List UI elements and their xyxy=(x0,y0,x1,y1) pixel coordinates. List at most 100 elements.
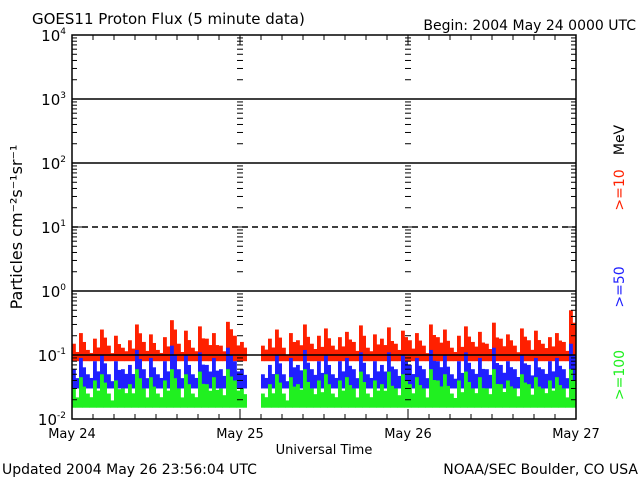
data-bar xyxy=(376,344,380,362)
units-label: MeV xyxy=(612,124,628,155)
data-bar xyxy=(534,357,538,389)
data-bar xyxy=(135,369,139,408)
data-bar xyxy=(229,329,233,362)
data-bar xyxy=(103,337,107,362)
data-bar xyxy=(492,369,496,408)
series-2 xyxy=(72,369,576,408)
data-bar xyxy=(457,380,461,408)
data-bar xyxy=(460,392,464,408)
data-bar xyxy=(110,381,114,389)
data-bar xyxy=(541,369,545,389)
updated-label: Updated 2004 May 26 23:56:04 UTC xyxy=(2,462,257,478)
series-0 xyxy=(72,310,576,362)
data-bar xyxy=(418,340,422,362)
data-bar xyxy=(565,350,569,362)
data-bar xyxy=(341,390,345,408)
data-bar xyxy=(369,377,373,389)
data-bar xyxy=(278,337,282,362)
data-bar xyxy=(296,364,300,389)
data-bar xyxy=(317,335,321,362)
data-bar xyxy=(240,341,244,362)
data-bar xyxy=(481,342,485,362)
data-bar xyxy=(145,397,149,408)
data-bar xyxy=(114,380,118,408)
data-bar xyxy=(492,347,496,389)
data-bar xyxy=(460,346,464,362)
data-bar xyxy=(121,388,125,408)
data-bar xyxy=(495,362,499,389)
data-bar xyxy=(506,361,510,389)
begin-label: Begin: 2004 May 24 0000 UTC xyxy=(423,18,636,34)
data-bar xyxy=(523,336,527,362)
data-bar xyxy=(478,377,482,408)
data-bar xyxy=(194,351,198,362)
data-bar xyxy=(492,322,496,362)
data-bar xyxy=(516,396,520,408)
data-bar xyxy=(187,384,191,408)
data-bar xyxy=(149,357,153,389)
data-bar xyxy=(429,324,433,362)
data-bar xyxy=(138,378,142,408)
data-bar xyxy=(117,369,121,389)
data-bar xyxy=(415,357,419,389)
data-bar xyxy=(369,397,373,408)
data-bar xyxy=(79,357,83,389)
data-bar xyxy=(439,367,443,389)
data-bar xyxy=(548,337,552,362)
data-bar xyxy=(401,374,405,408)
data-bar xyxy=(425,397,429,408)
data-bar xyxy=(506,334,510,362)
data-bar xyxy=(520,374,524,408)
data-bar xyxy=(306,336,310,362)
data-bar xyxy=(404,361,408,389)
y-tick-label: 10-2 xyxy=(38,411,66,429)
data-bar xyxy=(285,354,289,362)
data-bar xyxy=(313,394,317,408)
data-bar xyxy=(177,343,181,362)
data-bar xyxy=(387,371,391,408)
data-bar xyxy=(397,375,401,389)
data-bar xyxy=(261,393,265,408)
data-bar xyxy=(86,374,90,389)
data-bar xyxy=(513,388,517,408)
data-bar xyxy=(432,334,436,362)
data-bar xyxy=(180,378,184,389)
x-tick-label: May 27 xyxy=(552,427,600,442)
data-bar xyxy=(513,345,517,362)
data-bar xyxy=(443,374,447,408)
data-bar xyxy=(404,337,408,362)
data-bar xyxy=(366,374,370,389)
data-bar xyxy=(376,390,380,408)
data-bar xyxy=(236,345,240,362)
data-bar xyxy=(142,341,146,362)
data-bar xyxy=(96,390,100,408)
data-bar xyxy=(383,390,387,408)
data-bar xyxy=(177,369,181,389)
data-bar xyxy=(145,350,149,362)
data-bar xyxy=(572,380,576,408)
data-bar xyxy=(278,363,282,389)
data-bar xyxy=(443,329,447,362)
data-bar xyxy=(485,388,489,408)
data-bar xyxy=(331,393,335,408)
data-bar xyxy=(495,337,499,362)
data-bar xyxy=(499,364,503,389)
data-bar xyxy=(103,382,107,408)
data-bar xyxy=(128,340,132,362)
data-bar xyxy=(212,377,216,408)
data-bar xyxy=(72,388,76,408)
data-bar xyxy=(324,355,328,389)
data-bar xyxy=(558,365,562,389)
data-bar xyxy=(114,361,118,389)
data-bar xyxy=(499,384,503,408)
data-bar xyxy=(348,339,352,362)
data-bar xyxy=(163,380,167,408)
data-bar xyxy=(446,340,450,362)
data-bar xyxy=(555,333,559,362)
data-bar xyxy=(184,374,188,408)
data-bar xyxy=(327,364,331,389)
data-bar xyxy=(194,397,198,408)
data-bar xyxy=(324,328,328,362)
data-bar xyxy=(362,362,366,389)
data-bar xyxy=(551,390,555,408)
